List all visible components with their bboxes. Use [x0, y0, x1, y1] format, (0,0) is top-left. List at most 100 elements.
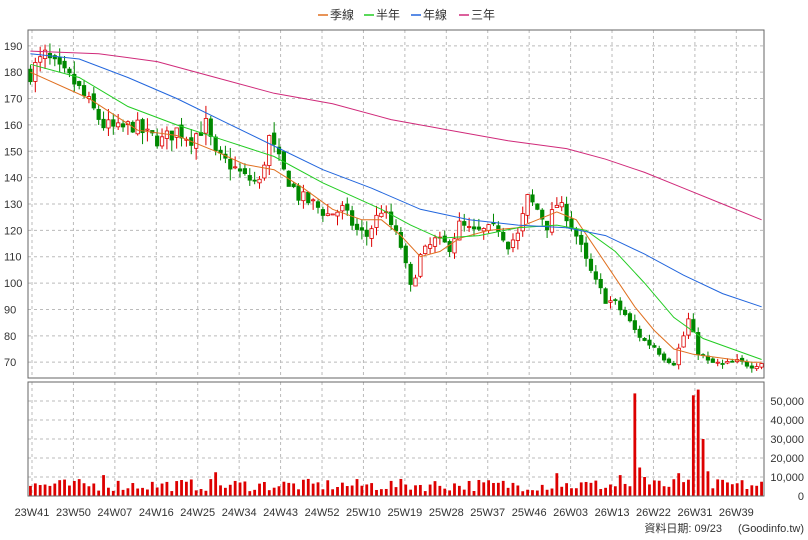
- candle-body: [96, 108, 101, 120]
- volume-bar: [657, 480, 661, 496]
- volume-bar: [253, 489, 257, 496]
- volume-bar: [399, 478, 403, 496]
- candle-body: [140, 119, 145, 134]
- volume-bar: [545, 489, 549, 496]
- volume-bar: [521, 491, 525, 496]
- candle-body: [559, 202, 564, 208]
- ma-year-line: [30, 53, 762, 308]
- volume-bar: [301, 479, 305, 496]
- legend-label: 年線: [423, 7, 447, 22]
- volume-bar: [277, 486, 281, 496]
- volume-bar: [199, 489, 203, 496]
- candle-body: [276, 146, 282, 155]
- candle-body: [203, 118, 209, 134]
- x-axis: 23W41 23W50 24W07 24W16 24W25 24W34 24W43 24W52…: [15, 507, 754, 519]
- candle-body: [657, 348, 662, 355]
- candle-body: [57, 57, 62, 65]
- candle-body: [62, 60, 67, 69]
- volume-bar: [116, 480, 120, 496]
- candle-body: [120, 123, 126, 128]
- volume-bar: [243, 481, 247, 496]
- volume-bar: [560, 486, 564, 496]
- data-source-label: (Goodinfo.tw): [738, 523, 804, 535]
- candle-body: [281, 151, 286, 170]
- volume-bar: [487, 480, 491, 496]
- volume-bar: [326, 480, 330, 496]
- candle-body: [301, 191, 306, 202]
- volume-bar: [409, 489, 413, 496]
- candle-body: [754, 366, 759, 370]
- candle-body: [525, 194, 530, 216]
- candle-body: [340, 205, 345, 212]
- volume-bar: [687, 479, 690, 496]
- candle-body: [374, 214, 379, 228]
- candle-body: [725, 361, 730, 364]
- candle-body: [530, 194, 535, 203]
- volume-bar: [38, 485, 42, 496]
- candle-body: [501, 232, 506, 241]
- volume-bar: [555, 473, 559, 496]
- x-tick-label: 23W50: [56, 507, 91, 519]
- price-tick-label: 90: [4, 304, 16, 316]
- candle-body: [145, 128, 150, 131]
- price-tick-label: 120: [4, 225, 22, 237]
- volume-bar: [29, 485, 32, 496]
- price-tick-label: 130: [4, 199, 22, 211]
- volume-bar: [175, 481, 179, 496]
- candle-body: [413, 277, 418, 287]
- candle-body: [423, 245, 428, 255]
- volume-bar: [433, 481, 437, 496]
- candle-body: [432, 237, 438, 247]
- price-tick-label: 180: [4, 67, 22, 79]
- volume-bar: [652, 480, 656, 496]
- volume-bar: [550, 488, 554, 496]
- candle-body: [311, 199, 316, 202]
- volume-bar: [360, 485, 364, 496]
- volume-bar: [701, 439, 705, 496]
- candle-body: [676, 347, 681, 366]
- candle-body: [350, 210, 355, 226]
- volume-bar: [740, 480, 744, 496]
- volume-bar: [282, 481, 286, 496]
- candle-body: [622, 309, 628, 315]
- candle-body: [652, 345, 657, 348]
- volume-bar: [311, 483, 315, 496]
- price-tick-label: 80: [4, 331, 16, 343]
- volume-bar: [691, 395, 695, 496]
- candle-body: [393, 225, 399, 232]
- candle-body: [296, 185, 301, 201]
- volume-bar: [609, 484, 612, 496]
- candle-body: [233, 166, 238, 169]
- volume-bar: [77, 479, 81, 496]
- price-tick-label: 150: [4, 146, 22, 158]
- candle-body: [28, 68, 33, 83]
- volume-bar: [735, 483, 739, 496]
- candle-body: [252, 179, 257, 182]
- x-tick-label: 26W39: [719, 507, 754, 519]
- ma-three-year-line: [30, 50, 762, 221]
- volume-bar: [462, 489, 466, 496]
- candle-body: [593, 271, 598, 280]
- volume-bar: [316, 482, 320, 496]
- candle-body: [715, 361, 720, 364]
- volume-tick-label: 40,000: [770, 415, 804, 427]
- x-tick-label: 24W34: [222, 507, 257, 519]
- volume-bar: [194, 490, 198, 496]
- candle-body: [481, 228, 486, 232]
- candle-body: [67, 68, 72, 74]
- x-tick-label: 25W46: [512, 507, 547, 519]
- candle-body: [403, 245, 408, 264]
- candle-body: [569, 218, 574, 229]
- volume-bar: [379, 489, 383, 496]
- volume-axis: 0 10,000 20,000 30,000 40,000 50,000: [770, 396, 804, 503]
- volume-bar: [511, 482, 515, 496]
- candle-body: [325, 213, 330, 216]
- volume-bar: [365, 484, 369, 496]
- candle-body: [554, 204, 559, 208]
- volume-bar: [726, 482, 729, 496]
- volume-bar: [72, 480, 76, 496]
- volume-bar: [146, 489, 149, 496]
- moving-average-lines: [30, 50, 762, 363]
- candle-body: [72, 73, 77, 85]
- volume-bar: [248, 491, 252, 496]
